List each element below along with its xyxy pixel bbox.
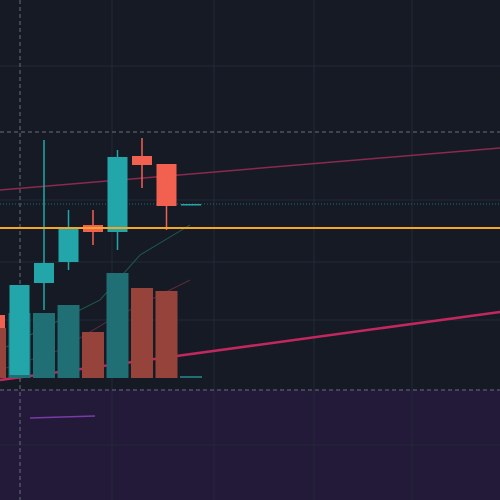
candle-body — [34, 263, 54, 283]
candle-body — [107, 157, 128, 232]
volume-bar — [180, 376, 202, 378]
candle-body — [181, 204, 201, 206]
trend-line — [0, 147, 500, 191]
volume-bar — [33, 313, 55, 378]
volume-bar — [0, 328, 6, 378]
volume-bar — [57, 305, 80, 378]
candle-layer — [0, 138, 201, 375]
candle-body — [9, 285, 30, 375]
candle-body — [0, 315, 5, 328]
indicator-line — [29, 415, 96, 419]
volume-bar — [131, 288, 153, 378]
volume-bar — [106, 273, 129, 378]
candle-body — [132, 156, 152, 165]
volume-bar — [155, 291, 178, 378]
candle-body — [156, 164, 177, 206]
candle-body — [58, 228, 79, 262]
volume-bar — [82, 332, 104, 378]
